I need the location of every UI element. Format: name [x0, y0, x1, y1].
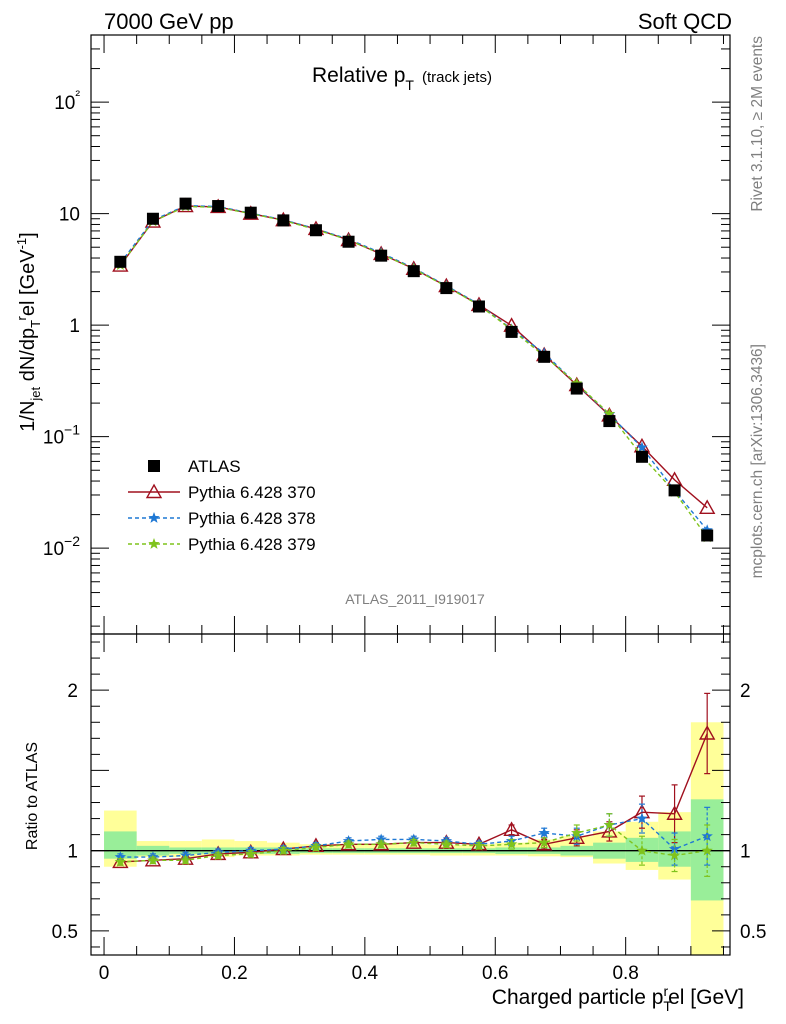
- ratio-tick-label-right: 2: [740, 681, 751, 702]
- atlas-data-point: [342, 235, 355, 248]
- y-tick-label: 10−2: [43, 533, 80, 560]
- atlas-data-point: [668, 484, 681, 497]
- star-point: [473, 839, 485, 851]
- main-series-layer: [112, 197, 716, 543]
- x-tick-label: 0.6: [482, 963, 508, 984]
- ratio-plot-ticks: 0 0.2 0.4 0.6 0.8 0.5 0.5 1 1 2 2: [52, 634, 766, 984]
- x-tick-label: 0.8: [612, 963, 638, 984]
- atlas-data-point: [407, 265, 420, 278]
- legend-label: Pythia 6.428 378: [188, 509, 316, 528]
- atlas-data-point: [505, 325, 518, 338]
- triangle-point: [698, 725, 716, 740]
- ratio-series-layer: [112, 692, 716, 877]
- series-line: [119, 204, 708, 531]
- plot-title-main: Relative p: [312, 64, 405, 87]
- atlas-data-point: [244, 206, 257, 219]
- star-point: [408, 836, 420, 848]
- star-point: [342, 838, 355, 850]
- triangle-point: [535, 835, 553, 851]
- triangle-point: [177, 850, 194, 865]
- atlas-data-point: [148, 460, 160, 472]
- star-point: [147, 854, 159, 866]
- star-point: [701, 844, 713, 856]
- star-point: [603, 819, 616, 830]
- header-process-label: Soft QCD: [638, 9, 732, 34]
- analysis-id-label: ATLAS_2011_I919017: [345, 591, 485, 607]
- ratio-y-axis-label: Ratio to ATLAS: [24, 742, 41, 850]
- star-point: [668, 843, 681, 854]
- plot-title-small: (track jets): [422, 69, 492, 86]
- atlas-data-point: [603, 415, 616, 428]
- atlas-data-point: [277, 214, 290, 227]
- ratio-tick-label-left: 2: [67, 681, 78, 702]
- star-point: [636, 441, 648, 453]
- main-plot-ticks: 10−2 10−1 1 10 10²: [43, 34, 730, 634]
- star-point: [668, 849, 681, 861]
- header-beam-label: 7000 GeV pp: [104, 9, 234, 34]
- star-point: [603, 407, 616, 419]
- atlas-data-point: [146, 212, 159, 225]
- atlas-data-point: [538, 350, 551, 363]
- atlas-data-point: [570, 382, 583, 395]
- triangle-point: [666, 805, 683, 820]
- plot-title: Relative pT (track jets): [312, 64, 492, 93]
- star-point: [538, 836, 550, 848]
- star-point: [277, 844, 290, 856]
- star-point: [440, 838, 453, 850]
- atlas-data-point: [635, 450, 648, 463]
- star-point: [538, 827, 550, 838]
- y-tick-label: 10−1: [43, 422, 80, 449]
- triangle-point: [698, 499, 716, 515]
- atlas-data-point: [179, 197, 192, 210]
- atlas-data-point: [440, 282, 453, 295]
- legend-label: Pythia 6.428 370: [188, 483, 316, 502]
- star-point: [505, 838, 518, 850]
- y-tick-label: 10²: [54, 87, 80, 114]
- star-point: [148, 538, 160, 549]
- atlas-data-point: [375, 249, 388, 262]
- star-point: [636, 844, 648, 856]
- y-tick-label: 10: [59, 205, 80, 226]
- ratio-tick-label-right: 1: [740, 842, 751, 863]
- star-point: [212, 849, 224, 861]
- main-plot-frame: [90, 34, 731, 635]
- legend-label: Pythia 6.428 379: [188, 535, 316, 554]
- x-tick-label: 0.4: [352, 963, 379, 984]
- ratio-plot-frame: [90, 633, 731, 956]
- legend: ATLAS Pythia 6.428 370 Pythia 6.428 378 Pyt…: [128, 457, 316, 554]
- star-point: [375, 838, 387, 850]
- y-axis-label: 1/Njet dN/dpTrel [GeV-1]: [14, 232, 43, 431]
- star-point: [571, 827, 583, 838]
- triangle-point: [601, 822, 618, 838]
- star-point: [636, 812, 648, 824]
- x-tick-label: 0.2: [221, 963, 247, 984]
- atlas-data-point: [212, 200, 225, 213]
- star-point: [310, 841, 322, 853]
- star-point: [148, 512, 160, 523]
- atlas-data-point: [114, 255, 127, 268]
- star-point: [114, 855, 127, 867]
- star-point: [245, 847, 257, 859]
- x-axis-label: Charged particle pTrel [GeV]: [492, 983, 744, 1014]
- mcplots-label: mcplots.cern.ch [arXiv:1306.3436]: [749, 344, 766, 578]
- atlas-data-point: [309, 224, 322, 237]
- atlas-data-point: [472, 300, 485, 313]
- ratio-tick-label-right: 0.5: [740, 922, 766, 943]
- atlas-data-point: [701, 529, 714, 542]
- ratio-tick-label-left: 0.5: [52, 922, 78, 943]
- star-point: [179, 854, 192, 866]
- legend-label: ATLAS: [188, 457, 241, 476]
- plot-title-subscript: T: [405, 77, 414, 93]
- triangle-point: [145, 483, 163, 499]
- x-tick-label: 0: [99, 963, 110, 984]
- y-tick-label: 1: [69, 316, 80, 337]
- ratio-tick-label-left: 1: [67, 842, 78, 863]
- rivet-version-label: Rivet 3.1.10, ≥ 2M events: [749, 36, 766, 212]
